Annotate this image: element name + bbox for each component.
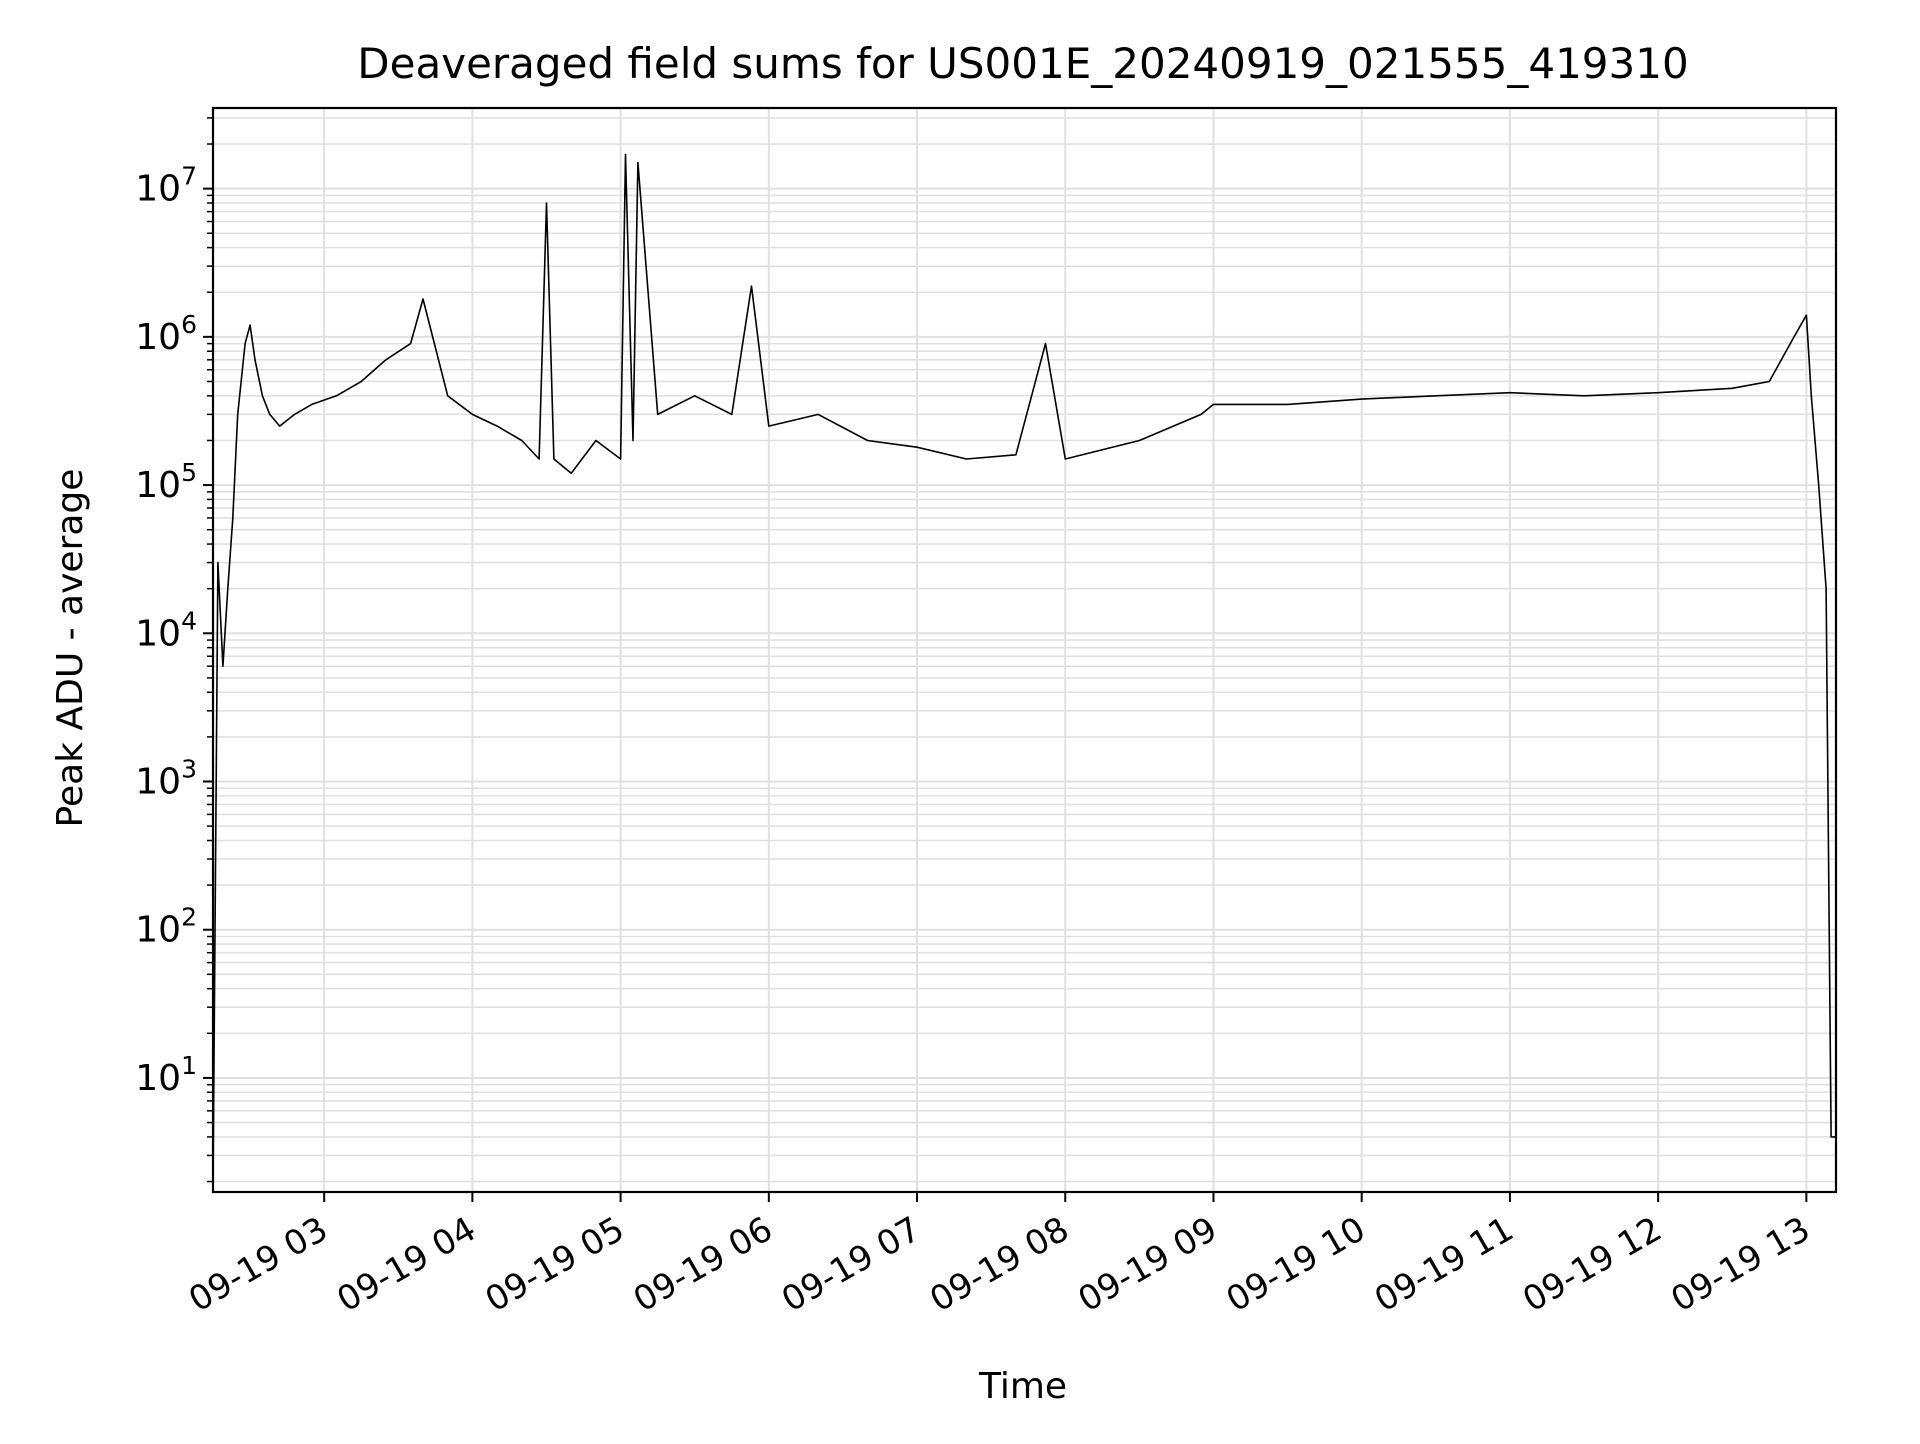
- y-tick-label: 106: [135, 310, 197, 358]
- plot-frame: [211, 106, 1838, 1194]
- series-line: [213, 153, 1836, 1189]
- series-layer: [213, 153, 1836, 1189]
- grid-layer: [213, 108, 1836, 1192]
- axes-layer: [211, 106, 1838, 1194]
- x-axis-label: Time: [978, 1366, 1067, 1407]
- chart-title: Deaveraged field sums for US001E_2024091…: [357, 39, 1688, 88]
- y-axis-label: Peak ADU - average: [50, 469, 91, 828]
